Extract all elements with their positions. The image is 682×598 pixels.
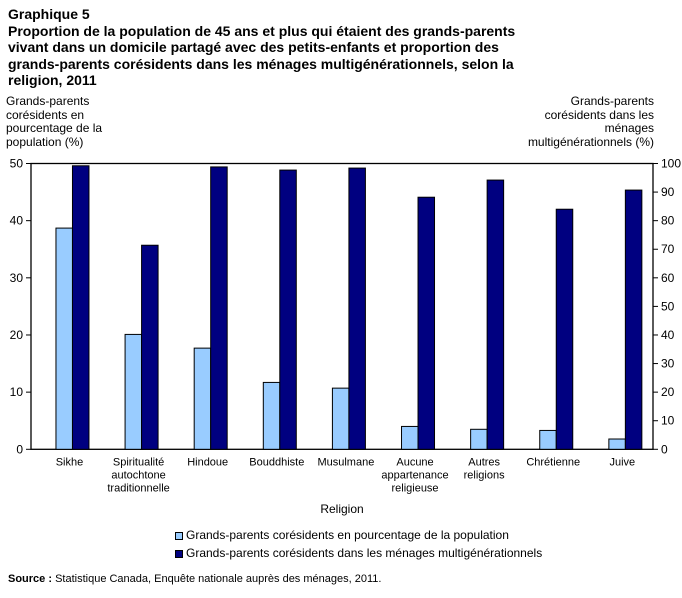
bar-series-0 xyxy=(539,429,557,450)
x-tick-label: Juive xyxy=(610,456,636,468)
bar-series-0 xyxy=(193,347,212,450)
y-right-tick-label: 40 xyxy=(661,328,675,342)
x-tick-label: Sikhe xyxy=(56,456,84,468)
bar-series-1 xyxy=(210,166,228,450)
x-tick-label: Aucune appartenance religieuse xyxy=(381,456,448,494)
y-right-tick-label: 30 xyxy=(661,357,675,371)
x-tick-label: Autres religions xyxy=(464,456,505,481)
bar-series-1 xyxy=(624,189,643,450)
legend-label: Grands-parents corésidents dans les ména… xyxy=(186,546,543,560)
y-right-tick-label: 10 xyxy=(661,414,675,428)
y-right-tick-label: 60 xyxy=(661,271,675,285)
bar-series-1 xyxy=(486,179,505,450)
legend-swatch xyxy=(175,531,183,540)
y-left-tick-label: 10 xyxy=(10,385,24,399)
x-tick-label: Chrétienne xyxy=(526,456,580,468)
source-label: Source : xyxy=(8,573,53,585)
y-right-tick-label: 80 xyxy=(661,214,675,228)
bar-series-0 xyxy=(124,333,143,450)
y-left-tick-label: 20 xyxy=(10,328,24,342)
y-left-tick-label: 30 xyxy=(10,271,24,285)
source-text: Statistique Canada, Enquête nationale au… xyxy=(52,573,382,585)
legend-item-0: Grands-parents corésidents en pourcentag… xyxy=(175,528,509,542)
source-note: Source : Statistique Canada, Enquête nat… xyxy=(8,573,381,585)
bar-series-0 xyxy=(401,425,419,450)
x-tick-label: Bouddhiste xyxy=(249,456,304,468)
y-right-tick-label: 100 xyxy=(661,157,681,171)
y-left-tick-label: 0 xyxy=(16,442,23,456)
bar-series-1 xyxy=(71,165,90,450)
bar-series-0 xyxy=(331,387,350,450)
y-axis-left-label: Grands-parents corésidents en pourcentag… xyxy=(6,94,103,149)
bar-series-1 xyxy=(348,167,366,450)
bar-series-0 xyxy=(470,428,488,450)
x-tick-label: Hindoue xyxy=(187,456,228,468)
chart-title-text: Proportion de la population de 45 ans et… xyxy=(8,22,516,89)
y-right-tick-label: 0 xyxy=(661,442,668,456)
bar-series-0 xyxy=(55,227,73,450)
chart-number: Graphique 5 xyxy=(8,6,90,22)
y-left-tick-label: 40 xyxy=(10,214,24,228)
legend-item-1: Grands-parents corésidents dans les ména… xyxy=(175,546,542,560)
bar-series-1 xyxy=(555,208,574,450)
y-right-tick-label: 50 xyxy=(661,299,675,313)
x-tick-label: Musulmane xyxy=(317,456,374,468)
legend-label: Grands-parents corésidents en pourcentag… xyxy=(186,528,509,542)
x-tick-label: Spiritualité autochtone traditionnelle xyxy=(107,456,169,494)
bar-series-0 xyxy=(608,438,626,450)
bar-series-0 xyxy=(262,381,281,450)
y-axis-right-label: Grands-parents corésidents dans les ména… xyxy=(527,94,654,149)
y-right-tick-label: 70 xyxy=(661,242,675,256)
bar-series-1 xyxy=(279,169,297,450)
y-right-tick-label: 90 xyxy=(661,185,675,199)
chart-title: Graphique 5 Proportion de la population … xyxy=(8,6,678,89)
bar-series-1 xyxy=(417,196,436,450)
y-left-tick-label: 50 xyxy=(10,157,24,171)
bar-series-1 xyxy=(141,244,159,450)
legend-swatch xyxy=(175,549,183,558)
x-axis-label: Religion xyxy=(320,502,363,516)
y-right-tick-label: 20 xyxy=(661,385,675,399)
